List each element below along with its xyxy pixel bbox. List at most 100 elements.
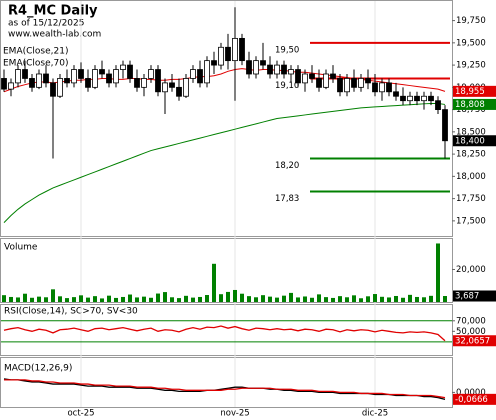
last-value-label: -0,0666 — [455, 395, 488, 405]
candle-body — [386, 82, 392, 93]
bar — [72, 297, 76, 302]
bar — [401, 297, 405, 302]
bar — [240, 293, 244, 302]
y-tick-label: 70,000 — [456, 316, 486, 326]
y-tick-label: 19,250 — [456, 61, 486, 71]
candle-body — [204, 60, 210, 84]
candle-body — [78, 69, 84, 79]
x-tick-label: dic-25 — [362, 409, 388, 419]
bar — [373, 294, 377, 302]
bar — [254, 297, 258, 302]
candle-body — [344, 78, 350, 93]
bar — [359, 298, 363, 302]
bar — [191, 297, 195, 302]
bar — [436, 243, 440, 302]
bar — [37, 296, 41, 302]
candle-body — [400, 95, 406, 102]
candle-body — [85, 78, 91, 88]
candle-body — [421, 95, 427, 102]
bar — [58, 296, 62, 302]
candle-body — [442, 109, 448, 142]
bar — [352, 295, 356, 302]
candle-body — [253, 60, 259, 75]
y-tick-label: 50,000 — [456, 327, 486, 337]
bar — [233, 289, 237, 302]
last-value-box — [453, 335, 496, 347]
bar — [23, 293, 27, 302]
bar — [149, 297, 153, 302]
candle-body — [120, 64, 126, 70]
candle-body — [358, 78, 364, 88]
candle-body — [246, 60, 252, 75]
bar — [9, 296, 13, 302]
candle-body — [155, 69, 161, 93]
candle-body — [225, 46, 231, 62]
candle-body — [64, 78, 70, 84]
bar — [184, 295, 188, 302]
candle-body — [106, 73, 112, 84]
candle-body — [190, 69, 196, 79]
bar — [415, 296, 419, 302]
bar — [366, 296, 370, 302]
candle-body — [435, 100, 441, 110]
x-tick-label: nov-25 — [220, 409, 249, 419]
candle-body — [92, 69, 98, 88]
volume-panel — [0, 238, 453, 303]
level-label: 18,20 — [275, 161, 299, 171]
bar — [443, 296, 447, 302]
bar — [107, 295, 111, 302]
panel-title: MACD(12,26,9) — [4, 364, 72, 374]
bar — [380, 296, 384, 302]
y-tick-label: 20,000 — [456, 265, 486, 275]
bar — [310, 297, 314, 302]
candle-body — [162, 82, 168, 93]
candle-body — [1, 78, 7, 90]
bar — [303, 296, 307, 302]
bar — [44, 297, 48, 302]
bar — [387, 297, 391, 302]
level-label: 19,10 — [275, 81, 299, 91]
bar — [16, 297, 20, 302]
candle-body — [57, 78, 63, 97]
bar — [275, 297, 279, 302]
candle-body — [260, 60, 266, 66]
candle-body — [232, 37, 238, 62]
macd-panel — [0, 357, 453, 408]
candle-body — [29, 78, 35, 88]
bar — [261, 295, 265, 302]
candle-body — [428, 95, 434, 102]
candle-body — [302, 73, 308, 84]
candle-body — [43, 73, 49, 84]
bar — [408, 294, 412, 302]
legend-entry: EMA(Close,70) — [3, 59, 68, 69]
candle-body — [407, 95, 413, 102]
last-value-label: 18,400 — [455, 136, 485, 146]
last-value-label: 32,0657 — [455, 336, 490, 346]
bar — [121, 296, 125, 302]
bar — [324, 297, 328, 302]
candle-body — [330, 73, 336, 79]
candle-body — [8, 82, 14, 90]
candle-body — [176, 86, 182, 97]
chart-subtitle: as of 15/12/2025 — [8, 19, 84, 29]
bar — [156, 293, 160, 302]
bar — [30, 297, 34, 302]
bar — [198, 296, 202, 302]
bar — [163, 292, 167, 302]
y-tick-label: 0,0000 — [456, 388, 486, 398]
candle-body — [372, 82, 378, 93]
bar — [177, 298, 181, 302]
candle-body — [309, 73, 315, 79]
candle-body — [323, 73, 329, 88]
bar — [429, 295, 433, 302]
y-tick-label: 17,500 — [456, 216, 486, 226]
bar — [219, 294, 223, 302]
bar — [422, 297, 426, 302]
bar — [86, 297, 90, 302]
candle-body — [22, 69, 28, 79]
bar — [212, 263, 216, 302]
candle-body — [50, 82, 56, 97]
bar — [247, 296, 251, 302]
candle-body — [379, 82, 385, 93]
